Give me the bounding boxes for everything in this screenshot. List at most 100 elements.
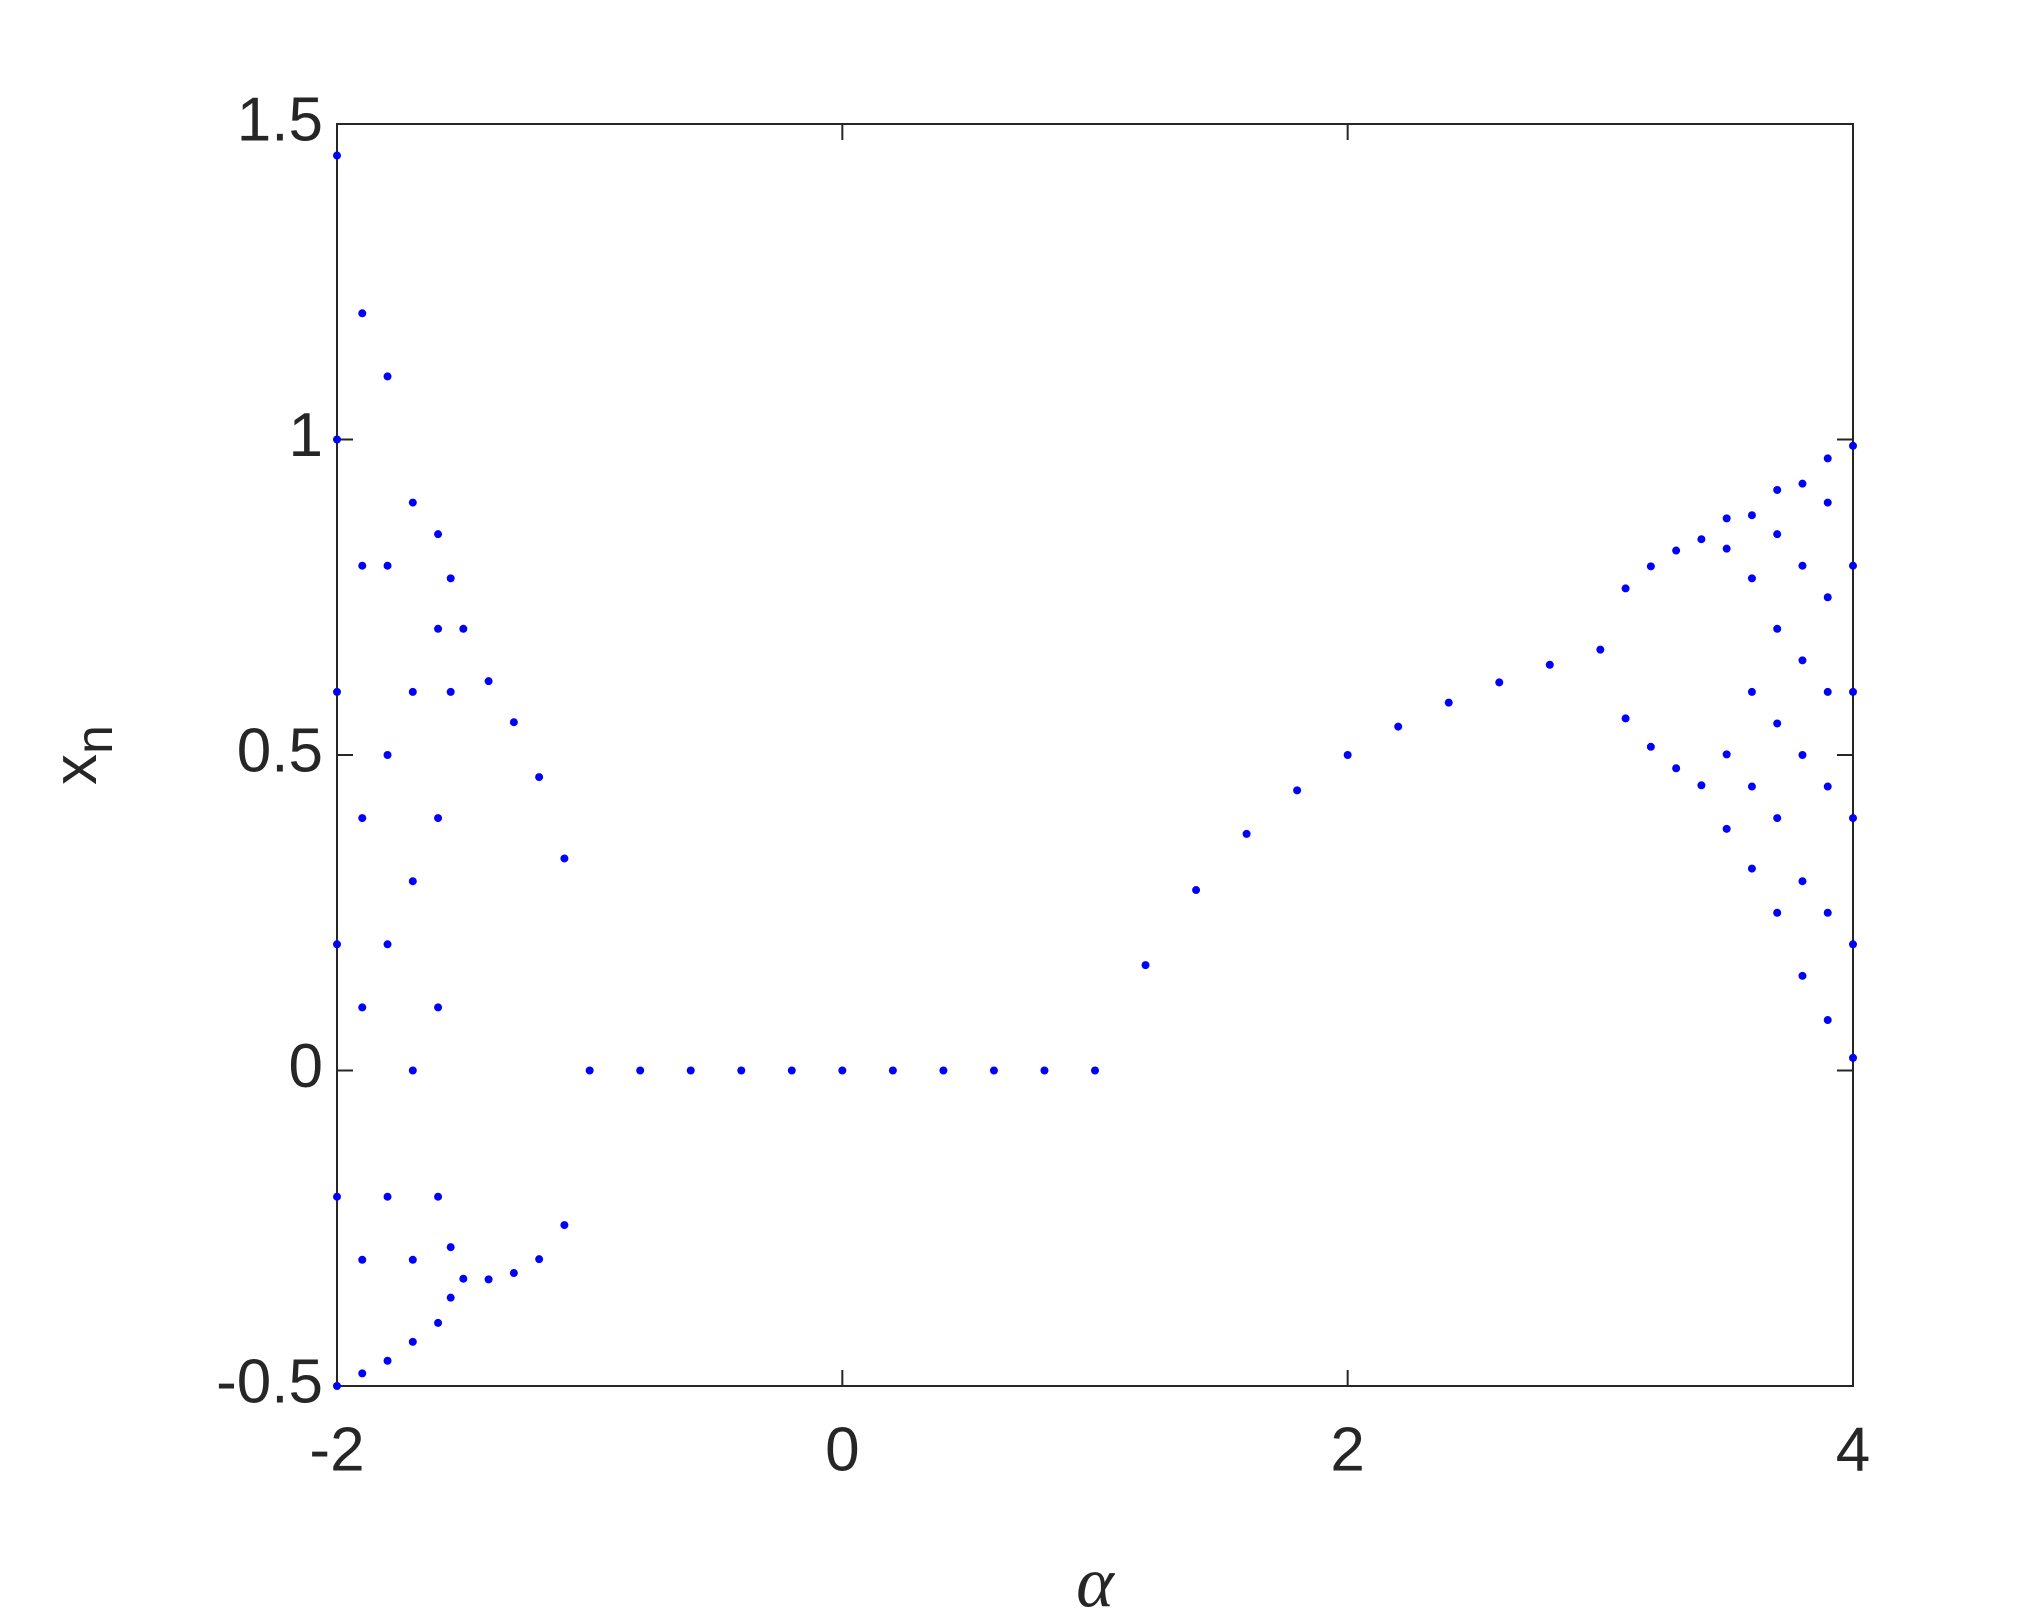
point bbox=[1798, 656, 1807, 665]
point bbox=[333, 687, 341, 696]
point bbox=[1697, 781, 1706, 790]
point bbox=[484, 677, 493, 686]
point bbox=[1747, 687, 1756, 696]
point bbox=[333, 1192, 341, 1201]
point bbox=[1798, 971, 1807, 980]
x-axis-label: α bbox=[1076, 1543, 1115, 1617]
point bbox=[1773, 485, 1782, 494]
point bbox=[383, 751, 392, 759]
point bbox=[408, 687, 417, 696]
point bbox=[1242, 829, 1251, 838]
point bbox=[408, 1337, 417, 1346]
point bbox=[1849, 441, 1857, 450]
point bbox=[1596, 645, 1605, 654]
point bbox=[408, 877, 417, 886]
point bbox=[434, 530, 443, 539]
point bbox=[1646, 562, 1655, 571]
point bbox=[408, 1255, 417, 1264]
point bbox=[535, 773, 544, 782]
point bbox=[509, 718, 518, 727]
point bbox=[1747, 864, 1756, 873]
point bbox=[535, 1255, 544, 1264]
y-tick-label: 0.5 bbox=[237, 716, 323, 785]
point bbox=[1141, 961, 1150, 970]
point bbox=[1621, 584, 1630, 593]
x-tick-label: 2 bbox=[1330, 1415, 1364, 1484]
point bbox=[509, 1269, 518, 1278]
point bbox=[1040, 1066, 1049, 1075]
x-tick-label: -2 bbox=[309, 1415, 364, 1484]
point bbox=[1823, 498, 1832, 507]
point bbox=[1823, 782, 1832, 791]
point bbox=[459, 624, 468, 633]
point bbox=[989, 1066, 998, 1075]
point bbox=[787, 1066, 796, 1075]
y-label-main: x bbox=[41, 754, 110, 785]
point bbox=[358, 309, 367, 318]
point bbox=[459, 1274, 468, 1283]
point bbox=[1773, 530, 1782, 539]
point bbox=[560, 1221, 569, 1230]
point bbox=[1823, 908, 1832, 917]
point bbox=[383, 940, 392, 949]
y-label-sub: n bbox=[66, 725, 124, 754]
point bbox=[1343, 751, 1352, 759]
point bbox=[585, 1066, 594, 1075]
point bbox=[1722, 514, 1731, 523]
point bbox=[1773, 908, 1782, 917]
y-tick-label: 0 bbox=[289, 1032, 323, 1101]
point bbox=[838, 1066, 847, 1075]
point bbox=[383, 1356, 392, 1365]
point bbox=[446, 574, 455, 583]
point bbox=[1722, 824, 1731, 833]
point bbox=[1823, 593, 1832, 602]
point bbox=[333, 151, 341, 160]
y-tick-label: 1.5 bbox=[237, 85, 323, 154]
point bbox=[1697, 535, 1706, 544]
point bbox=[1722, 750, 1731, 759]
point bbox=[939, 1066, 948, 1075]
point bbox=[1545, 660, 1554, 669]
y-axis-label: xn bbox=[41, 725, 123, 785]
point bbox=[1823, 687, 1832, 696]
point bbox=[383, 372, 392, 381]
point bbox=[408, 498, 417, 507]
x-tick-label: 0 bbox=[825, 1415, 859, 1484]
point bbox=[434, 814, 443, 823]
point bbox=[686, 1066, 695, 1075]
point bbox=[1192, 886, 1201, 895]
point bbox=[333, 940, 341, 949]
point bbox=[446, 1293, 455, 1302]
point bbox=[1849, 814, 1857, 823]
point bbox=[434, 1192, 443, 1201]
point bbox=[636, 1066, 645, 1075]
point bbox=[434, 1003, 443, 1012]
point bbox=[1495, 678, 1504, 687]
point bbox=[1849, 561, 1857, 570]
y-tick-label: 1 bbox=[289, 401, 323, 470]
x-tick-label: 4 bbox=[1836, 1415, 1870, 1484]
point bbox=[1646, 742, 1655, 751]
point bbox=[1394, 722, 1403, 731]
point bbox=[358, 1255, 367, 1264]
point bbox=[1621, 714, 1630, 723]
point bbox=[1849, 687, 1857, 696]
point bbox=[1823, 1016, 1832, 1025]
point bbox=[1091, 1066, 1099, 1075]
point bbox=[333, 1382, 341, 1390]
point bbox=[1747, 782, 1756, 791]
point bbox=[1293, 786, 1302, 795]
point bbox=[383, 561, 392, 570]
point bbox=[1747, 511, 1756, 520]
point bbox=[358, 1003, 367, 1012]
point bbox=[408, 1066, 417, 1075]
point bbox=[1773, 814, 1782, 823]
point bbox=[1773, 624, 1782, 633]
point bbox=[1722, 544, 1731, 553]
point bbox=[1798, 751, 1807, 759]
point bbox=[434, 1318, 443, 1327]
point bbox=[1849, 1053, 1857, 1062]
point bbox=[446, 1243, 455, 1252]
point bbox=[560, 854, 569, 863]
